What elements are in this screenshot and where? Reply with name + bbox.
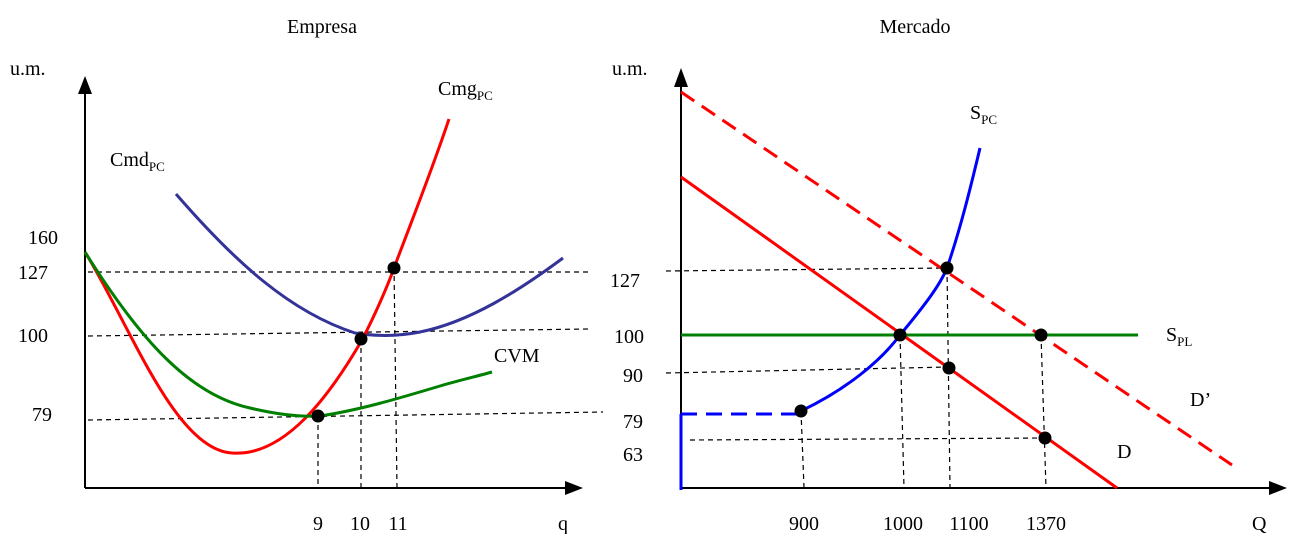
mercado-d-prime-label: D’ — [1190, 389, 1211, 411]
empresa-cmg-label: CmgPC — [438, 78, 493, 103]
mercado-x-tick-1100: 1100 — [949, 513, 988, 534]
mercado-y-tick-63: 63 — [623, 444, 643, 466]
mercado-y-tick-79: 79 — [623, 411, 643, 433]
empresa-y-axis-arrow-icon — [78, 76, 92, 94]
mercado-point-1100-127 — [940, 261, 954, 275]
empresa-title: Empresa — [287, 16, 357, 38]
mercado-x-tick-1370: 1370 — [1026, 513, 1066, 534]
empresa-cvm-label: CVM — [494, 345, 540, 367]
mercado-guide-q900 — [800, 410, 805, 489]
empresa-y-tick-127: 127 — [18, 262, 48, 284]
empresa-x-axis-label: q — [558, 513, 568, 534]
mercado-point-1370-100 — [1034, 328, 1048, 342]
mercado-x-axis-label: Q — [1252, 513, 1267, 534]
mercado-y-tick-127: 127 — [610, 270, 640, 292]
mercado-guide-q1000 — [899, 334, 905, 489]
mercado-guide-90 — [665, 366, 950, 374]
empresa-guide-79 — [87, 411, 604, 421]
mercado-spc-curve — [800, 147, 982, 413]
mercado-d-prime-curve — [680, 90, 1233, 467]
empresa-guide-100 — [87, 328, 589, 337]
mercado-x-axis-arrow-icon — [1269, 481, 1287, 495]
mercado-panel: Mercado u.m. Q 127 100 90 79 — [610, 16, 1287, 534]
empresa-y-tick-79: 79 — [32, 404, 52, 426]
mercado-guide-q1100 — [946, 267, 951, 489]
empresa-point-q11-127 — [387, 261, 401, 275]
empresa-point-q9-79 — [311, 409, 325, 423]
empresa-y-tick-160: 160 — [28, 227, 58, 249]
empresa-guide-q11 — [393, 266, 398, 489]
empresa-x-tick-11: 11 — [388, 513, 407, 534]
mercado-y-tick-100: 100 — [614, 326, 644, 348]
mercado-spl-label: SPL — [1166, 324, 1192, 349]
mercado-point-1000-100 — [893, 328, 907, 342]
empresa-cvm-curve — [83, 251, 493, 418]
mercado-y-axis-arrow-icon — [674, 68, 688, 87]
empresa-cmd-label: CmdPC — [110, 149, 165, 174]
mercado-point-1370-63 — [1038, 431, 1052, 445]
mercado-x-tick-900: 900 — [789, 513, 819, 534]
empresa-x-axis-arrow-icon — [565, 481, 583, 495]
mercado-spc-label: SPC — [970, 102, 997, 127]
mercado-guide-63 — [689, 437, 1046, 441]
empresa-x-tick-10: 10 — [350, 513, 370, 534]
empresa-x-tick-9: 9 — [313, 513, 323, 534]
mercado-guide-127 — [665, 267, 948, 272]
mercado-d-label: D — [1117, 441, 1131, 463]
mercado-title: Mercado — [879, 16, 950, 38]
mercado-y-axis-label: u.m. — [612, 58, 648, 80]
mercado-guide-q1370 — [1040, 334, 1047, 489]
mercado-y-tick-90: 90 — [623, 365, 643, 387]
empresa-point-q10-100 — [354, 332, 368, 346]
empresa-cmg-curve — [83, 118, 451, 455]
mercado-x-tick-1000: 1000 — [883, 513, 923, 534]
empresa-y-axis-label: u.m. — [10, 58, 46, 80]
mercado-point-900-79 — [794, 404, 808, 418]
empresa-y-tick-100: 100 — [18, 325, 48, 347]
empresa-panel: Empresa u.m. q 160 127 100 79 9 10 11 — [10, 16, 604, 534]
empresa-cmd-curve — [174, 193, 564, 338]
mercado-point-1100-90 — [942, 361, 956, 375]
